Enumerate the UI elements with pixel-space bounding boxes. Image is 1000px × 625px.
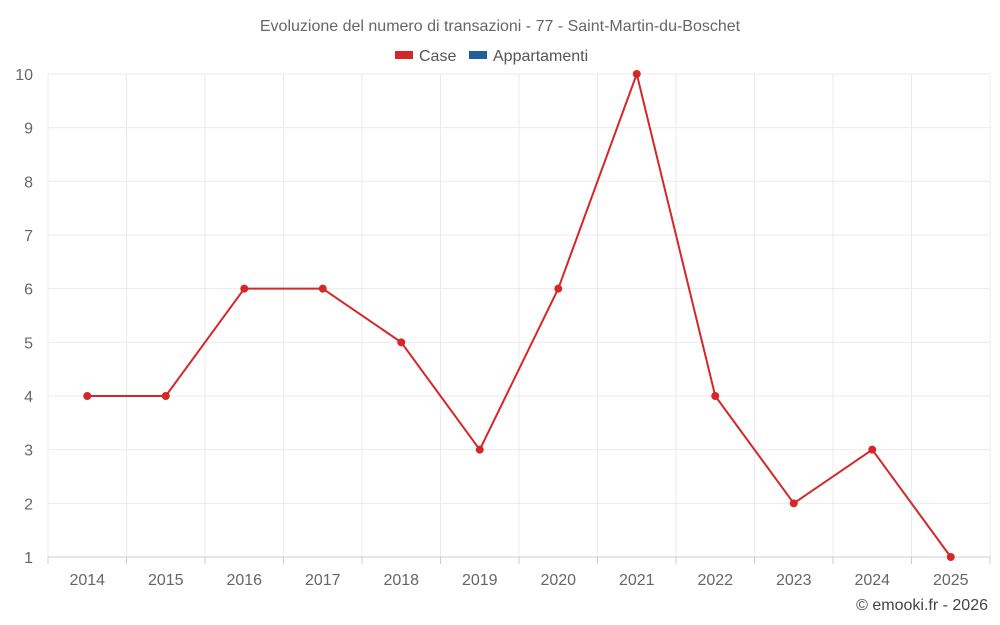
legend-label-case: Case [419, 48, 456, 65]
x-tick-label: 2019 [462, 572, 498, 589]
y-tick-label: 2 [24, 496, 33, 513]
y-tick-label: 6 [24, 282, 33, 299]
legend-item-appartamenti[interactable]: Appartamenti [469, 48, 588, 65]
x-axis-tick-labels: 2014 2015 2016 2017 2018 2019 2020 2021 2022 2023… [69, 572, 968, 589]
data-point-case[interactable] [946, 553, 955, 561]
chart-title: Evoluzione del numero di transazioni - 7… [260, 18, 741, 35]
y-tick-label: 1 [24, 550, 33, 567]
series-line-case [87, 73, 952, 558]
x-tick-label: 2023 [776, 572, 812, 589]
y-tick-label: 3 [24, 443, 33, 460]
data-point-case[interactable] [632, 70, 641, 78]
series [83, 70, 955, 561]
y-tick-label: 10 [15, 67, 33, 84]
data-point-case[interactable] [318, 284, 327, 293]
data-point-case[interactable] [240, 284, 249, 293]
legend-swatch-appartamenti [469, 51, 487, 59]
data-point-case[interactable] [868, 445, 877, 454]
legend: Case Appartamenti [395, 48, 588, 65]
x-tick-label: 2014 [69, 572, 105, 589]
y-tick-label: 4 [24, 389, 33, 406]
legend-swatch-case [395, 51, 413, 59]
y-tick-label: 5 [24, 335, 33, 352]
data-point-case[interactable] [789, 499, 798, 508]
x-tick-label: 2018 [383, 572, 419, 589]
data-point-case[interactable] [711, 392, 720, 400]
y-axis-tick-labels: 1 2 3 4 5 6 7 8 9 10 [15, 67, 33, 567]
grid [47, 73, 991, 557]
x-tick-label: 2017 [305, 572, 341, 589]
data-point-case[interactable] [83, 392, 92, 400]
data-point-case[interactable] [397, 338, 406, 347]
legend-label-appartamenti: Appartamenti [493, 48, 588, 65]
legend-item-case[interactable]: Case [395, 48, 456, 65]
x-tick-label: 2022 [697, 572, 733, 589]
x-tick-label: 2024 [854, 572, 890, 589]
data-point-case[interactable] [161, 392, 170, 400]
data-point-case[interactable] [475, 445, 484, 454]
credit-text: © emooki.fr - 2026 [856, 597, 988, 614]
y-tick-label: 9 [24, 121, 33, 138]
y-tick-label: 7 [24, 228, 33, 245]
x-tick-label: 2025 [933, 572, 969, 589]
x-tick-label: 2020 [540, 572, 576, 589]
x-tick-label: 2016 [226, 572, 262, 589]
x-tick-label: 2021 [619, 572, 655, 589]
x-tick-label: 2015 [148, 572, 184, 589]
y-tick-label: 8 [24, 174, 33, 191]
axes [47, 556, 991, 564]
data-point-case[interactable] [554, 284, 563, 293]
